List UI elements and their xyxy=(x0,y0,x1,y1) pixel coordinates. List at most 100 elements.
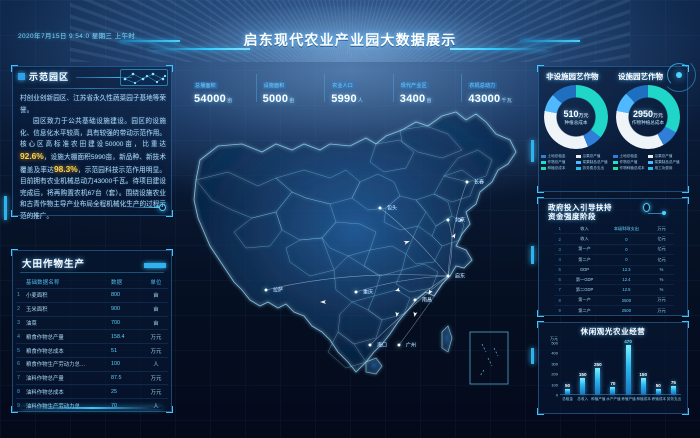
bar[interactable] xyxy=(580,378,586,394)
legend-swatch xyxy=(613,155,618,158)
demo-park-description: 村创业创新园区、江苏省永久性蔬菜园子基地等荣誉。 园区致力于公共基础设施建设。园… xyxy=(20,93,166,223)
legend-label: 土地总租金 xyxy=(619,154,638,158)
row-name: 第一产 xyxy=(565,294,604,306)
kpi-value: 3400亩 xyxy=(400,93,462,105)
field-crop-production-panel: 大田作物生产 基础数据名称 数据 单位 1 小麦面积 800 亩 2 玉米面积 900 亩 3 油菜 7… xyxy=(11,249,173,413)
table-row[interactable]: 5 粮食作物总成本 51 万元 xyxy=(16,343,168,358)
row-value: 12.4 xyxy=(603,273,650,285)
legend-item[interactable]: 土地总租金 xyxy=(613,154,646,159)
legend-label: 土地总租金 xyxy=(547,154,566,158)
bar[interactable] xyxy=(625,345,631,394)
row-value: 158.4 xyxy=(110,329,144,344)
legend-item[interactable]: 瓜果总产值 xyxy=(576,154,609,159)
row-value: 12.3 xyxy=(603,264,650,275)
legend-item[interactable]: 瓜果总产值 xyxy=(648,154,681,159)
map-city-dot[interactable] xyxy=(378,206,382,210)
horticulture-donuts-panel: 非设施园艺作物 510万元 种植总成本 土地总租金 瓜果总产值 作物总产值 菜果制品总产值种… xyxy=(537,65,689,193)
table-row[interactable]: 7 第二GDP 12.5% xyxy=(554,284,674,296)
legend-label: 作物种植总成本 xyxy=(619,166,645,170)
map-city-dot[interactable] xyxy=(368,343,372,347)
bar[interactable] xyxy=(655,388,661,394)
bar[interactable] xyxy=(610,386,616,394)
donut-value: 2950万元 xyxy=(633,109,663,119)
bar-column[interactable]: 150 xyxy=(576,343,589,394)
table-row[interactable]: 6 第一GDP 12.4% xyxy=(554,273,674,285)
bar-chart-unit-label: 万元 xyxy=(550,336,558,341)
bar-column[interactable]: 250 xyxy=(591,343,604,394)
bar-column[interactable]: 70 xyxy=(606,343,619,394)
table-row[interactable]: 5 GDP 12.3% xyxy=(554,264,674,275)
table-row[interactable]: 3 第一产 0 亿元 xyxy=(554,243,674,255)
bar-column[interactable]: 75 xyxy=(667,343,680,394)
legend-item[interactable]: 土地总租金 xyxy=(541,154,574,159)
donut-value: 510万元 xyxy=(563,109,588,119)
legend-item[interactable]: 作物总产值 xyxy=(613,160,646,165)
table-row[interactable]: 2 玉米面积 900 亩 xyxy=(16,301,168,317)
map-city-dot[interactable] xyxy=(446,218,450,222)
legend-item[interactable]: 作物种植总成本 xyxy=(613,166,646,171)
row-unit: 万元 xyxy=(649,294,674,306)
bar[interactable] xyxy=(670,386,676,394)
bar[interactable] xyxy=(640,378,646,394)
bar[interactable] xyxy=(595,368,601,394)
table-row[interactable]: 9油料作物生产劳动力总…70人 xyxy=(16,398,168,413)
row-name: 收入 xyxy=(565,233,604,245)
row-name: 油料作物生产劳动力总… xyxy=(25,398,110,413)
table-row[interactable]: 2 收入 0 亿元 xyxy=(554,233,674,245)
donut-number: 2950 xyxy=(632,108,653,119)
row-name: 粮食作物总成本 xyxy=(25,343,110,358)
flight-plane-icons xyxy=(320,218,464,317)
row-name: 第二产 xyxy=(565,305,604,316)
legend-item[interactable]: 菜果制品总产值 xyxy=(648,160,681,165)
map-city-dot[interactable] xyxy=(465,180,469,184)
map-city-dot[interactable] xyxy=(446,274,450,278)
table-row[interactable]: 1 收入 本级财政支出 万元 xyxy=(554,224,674,234)
map-city-dot[interactable] xyxy=(413,298,417,302)
legend-item[interactable]: 种植总成本 xyxy=(541,166,574,171)
donut-caption: 作物种植总成本 xyxy=(631,119,665,125)
table-row[interactable]: 7 油料作物总产量 87.5 万元 xyxy=(16,370,168,385)
table-row[interactable]: 8 油料作物总成本 25 万元 xyxy=(16,384,168,399)
legend-item[interactable]: 劳务费总支出 xyxy=(576,166,609,171)
bar-chart-bars: 50 150 250 70 470 150 50 75 xyxy=(560,339,681,395)
table-row[interactable]: 3 油菜 700 亩 xyxy=(16,315,168,330)
demo-highlight-2: 98.3% xyxy=(53,163,78,174)
row-unit: 万元 xyxy=(657,225,666,231)
table-row[interactable]: 6 粮食作物生产劳动力总… 100 人 xyxy=(16,356,168,372)
donut-legend: 土地总租金 瓜果总产值 作物总产值 菜果制品总产值 作物种植总成本 用工功费用 xyxy=(613,154,683,171)
bar-column[interactable]: 470 xyxy=(621,339,634,394)
kpi-unit: 千瓦 xyxy=(501,98,513,104)
legend-swatch xyxy=(648,167,653,170)
row-index: 7 xyxy=(16,370,25,385)
row-index: 7 xyxy=(554,284,566,296)
table-row[interactable]: 4 第二产 0 亿元 xyxy=(554,254,674,265)
header-datetime: 2020年7月15日 9:54:0 星期三 上午时 xyxy=(18,33,136,40)
map-city-dot[interactable] xyxy=(264,288,268,292)
leisure-agriculture-chart-panel: 休闲观光农业经营 万元 0 100 200 300 400 500 50 150 250 70 4… xyxy=(537,321,689,415)
south-sea-inset xyxy=(469,331,509,385)
legend-item[interactable]: 用工功费用 xyxy=(648,166,681,171)
bar-column[interactable]: 50 xyxy=(561,343,574,394)
table-row[interactable]: 1 小麦面积 800 亩 xyxy=(16,288,168,303)
table-row[interactable]: 9 第二产 2500 万元 xyxy=(554,305,674,316)
bar[interactable] xyxy=(565,388,571,394)
y-axis-tick-label: 400 xyxy=(551,350,558,356)
legend-item[interactable]: 作物总产值 xyxy=(541,160,574,165)
y-axis-tick-label: 200 xyxy=(551,371,558,377)
bar-column[interactable]: 150 xyxy=(637,343,650,394)
table-row[interactable]: 4 粮食作物总产量 158.4 万元 xyxy=(16,329,168,344)
panel-tag-decoration xyxy=(144,263,166,268)
row-value: 12.5 xyxy=(603,284,650,296)
donut-chart[interactable]: 2950万元 作物种植总成本 xyxy=(616,85,680,149)
kpi-number: 5990 xyxy=(331,93,357,105)
bar-column[interactable]: 50 xyxy=(652,343,665,394)
table-row[interactable]: 8 第一产 2500 万元 xyxy=(554,294,674,306)
legend-swatch xyxy=(648,155,653,158)
map-city-dot[interactable] xyxy=(397,343,401,347)
legend-item[interactable]: 菜果制品总产值 xyxy=(576,160,609,165)
china-map[interactable]: 长春 包头 北京 拉萨 重庆 启东 南昌 海口 广州 xyxy=(180,100,530,420)
map-city-dot[interactable] xyxy=(354,290,358,294)
kpi-item: 总播面积 54000亩 xyxy=(188,74,256,105)
donut-chart[interactable]: 510万元 种植总成本 xyxy=(544,85,608,149)
